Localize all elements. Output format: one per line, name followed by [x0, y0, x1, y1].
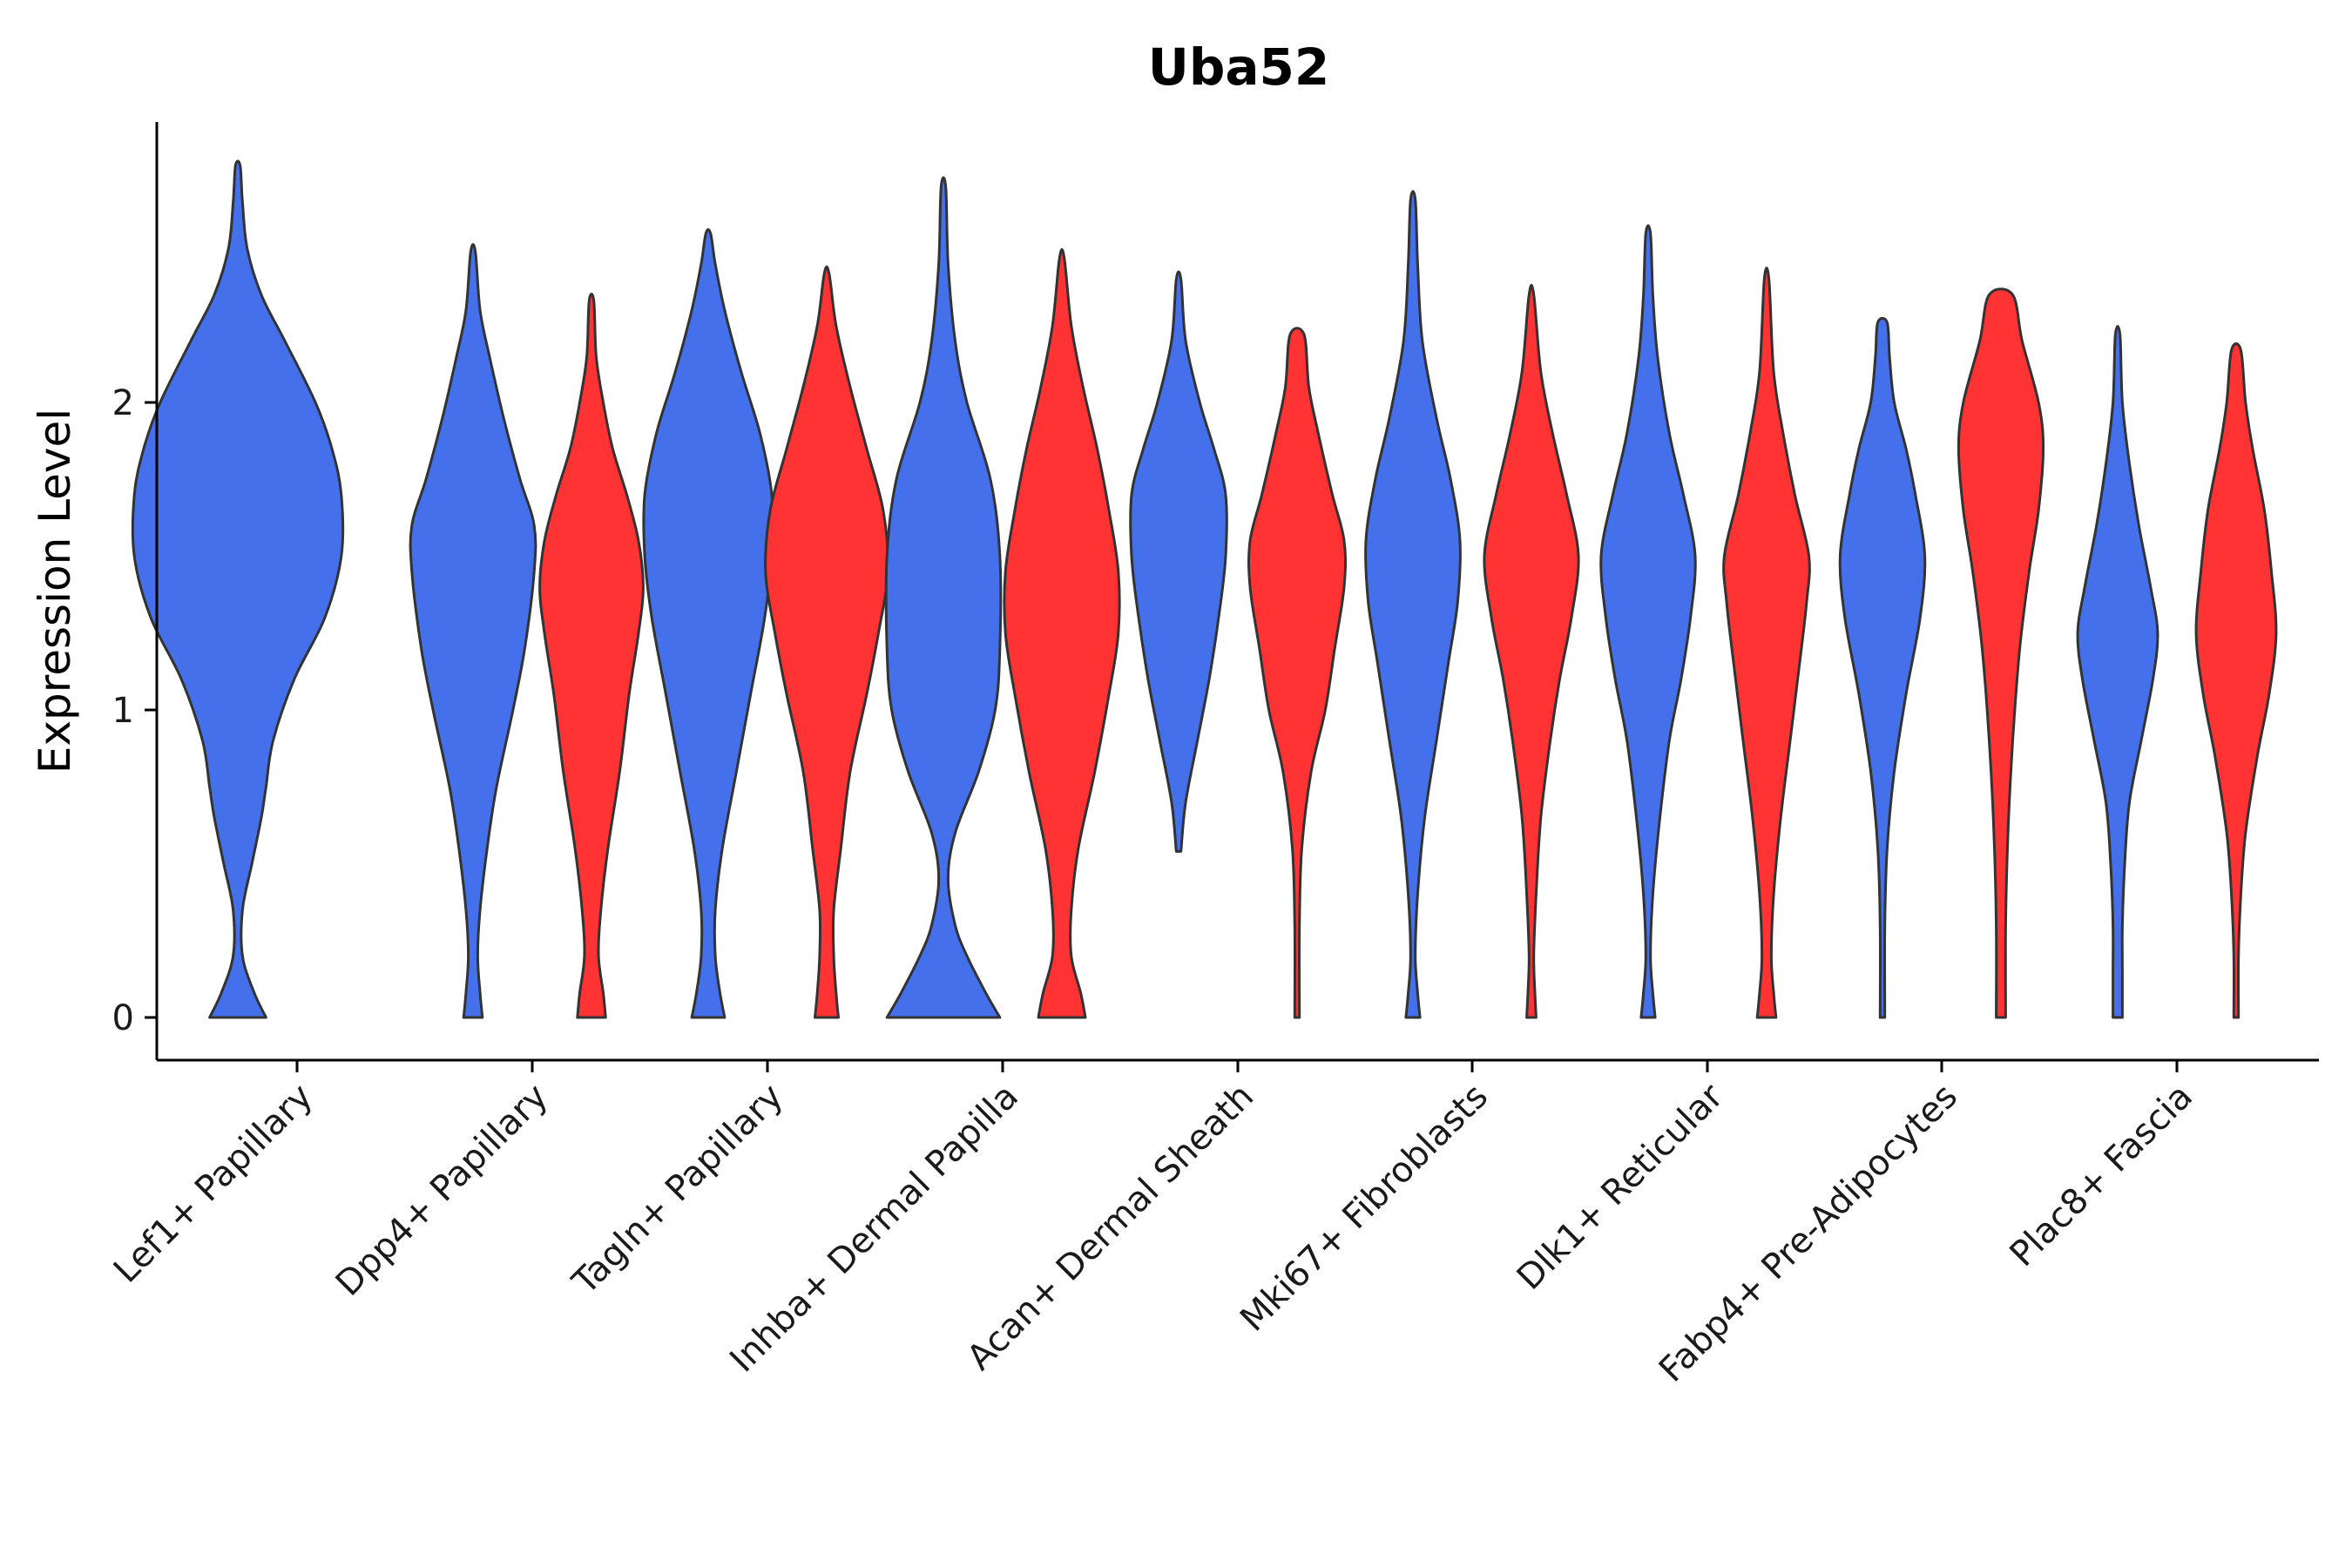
- y-ticks: 0 1 2: [112, 383, 157, 1038]
- x-category-label: Plac8+ Fascia: [2003, 1077, 2201, 1275]
- violin-dpp4-papillary-group2: [538, 293, 645, 1019]
- violin-fabp4-pre-adipocytes-group1: [1838, 316, 1927, 1019]
- violin-inhba-dermal-papilla-group1: [884, 176, 1003, 1019]
- violin-acan-dermal-sheath-group2: [1247, 327, 1348, 1019]
- violin-tagln-papillary-group2: [764, 265, 889, 1019]
- violin-plac8-fascia-group2: [2194, 342, 2278, 1019]
- violin-dlk1-reticular-group2: [1722, 267, 1811, 1019]
- x-ticks: Lef1+ Papillary Dpp4+ Papillary Tagln+ Pap…: [106, 1060, 2200, 1390]
- violin-mki67-fibroblasts-group2: [1483, 283, 1580, 1019]
- violin-acan-dermal-sheath-group1: [1129, 270, 1228, 853]
- x-category-label: Mki67+ Fibroblasts: [1233, 1077, 1496, 1340]
- x-category-label: Dpp4+ Papillary: [328, 1077, 556, 1304]
- x-category-label: Dlk1+ Reticular: [1510, 1076, 1732, 1298]
- violin-mki67-fibroblasts-group1: [1364, 190, 1462, 1019]
- violin-inhba-dermal-papilla-group2: [1003, 247, 1121, 1019]
- violin-fabp4-pre-adipocytes-group2: [1957, 287, 2045, 1019]
- violin-plac8-fascia-group1: [2076, 325, 2159, 1019]
- violins-group: [131, 159, 2278, 1019]
- violin-dpp4-papillary-group1: [409, 243, 537, 1019]
- y-tick-label: 1: [112, 691, 134, 731]
- y-axis-label: Expression Level: [30, 409, 80, 774]
- x-category-label: Tagln+ Papillary: [564, 1077, 791, 1303]
- y-tick-label: 2: [112, 383, 134, 423]
- y-tick-label: 0: [112, 998, 134, 1038]
- violin-lef1-papillary-group1: [131, 159, 345, 1019]
- violin-tagln-papillary-group1: [642, 227, 774, 1019]
- x-category-label: Lef1+ Papillary: [106, 1077, 321, 1291]
- chart-title: Uba52: [1148, 37, 1329, 97]
- violin-dlk1-reticular-group1: [1599, 224, 1697, 1019]
